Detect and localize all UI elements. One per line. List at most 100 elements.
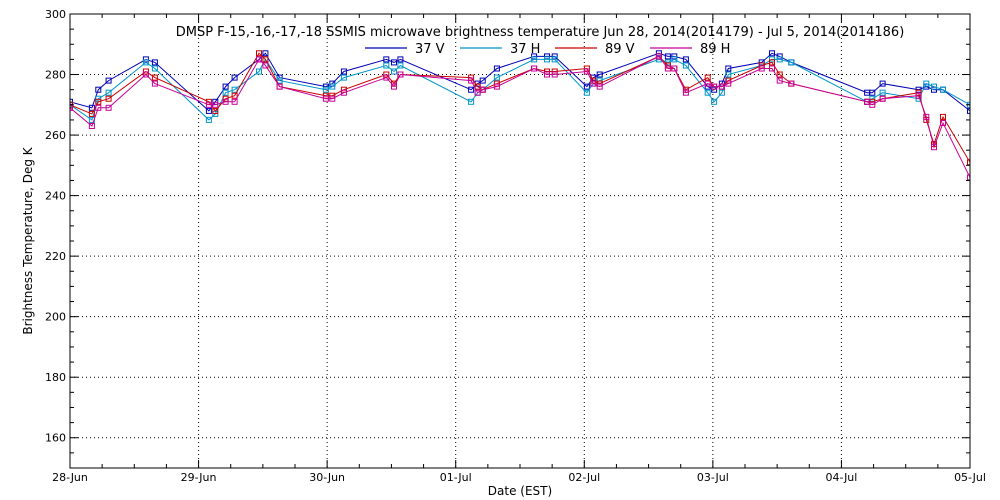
data-point-89-h: [664, 65, 671, 72]
data-point-37-h: [704, 89, 711, 96]
series-89-v: [70, 50, 970, 166]
grid-lines: [70, 13, 970, 468]
data-point-37-h: [329, 83, 336, 90]
data-point-37-h: [531, 56, 538, 63]
data-point-89-h: [551, 71, 558, 78]
series-line-37-h: [70, 58, 970, 121]
data-point-37-v: [468, 86, 475, 93]
data-point-89-h: [923, 113, 930, 120]
data-point-89-h: [397, 71, 404, 78]
data-point-37-h: [468, 98, 475, 105]
data-point-89-h: [931, 144, 937, 151]
data-point-89-h: [915, 92, 922, 99]
data-point-89-h: [391, 83, 397, 90]
x-tick-label: 29-Jun: [181, 471, 217, 484]
data-point-37-h: [276, 77, 283, 84]
data-point-37-v: [231, 74, 238, 81]
y-tick-label: 160: [45, 432, 66, 445]
data-point-89-h: [758, 65, 765, 72]
data-point-37-v: [397, 56, 404, 63]
legend-label-89-v: 89 V: [605, 42, 635, 57]
data-point-89-h: [212, 101, 219, 108]
data-point-89-h: [95, 104, 102, 111]
series-37-h: [70, 56, 970, 123]
y-tick-label: 260: [45, 129, 66, 142]
data-point-89-h: [940, 120, 946, 126]
data-point-37-h: [322, 86, 329, 93]
data-point-37-h: [544, 56, 550, 63]
data-point-37-h: [256, 68, 262, 75]
data-point-89-h: [479, 86, 486, 93]
data-point-89-h: [704, 80, 711, 87]
data-point-37-h: [142, 59, 149, 66]
data-point-89-v: [105, 95, 112, 102]
x-tick-label: 03-Jul: [697, 471, 729, 484]
data-point-37-v: [879, 80, 886, 87]
x-tick-label: 04-Jul: [825, 471, 857, 484]
series-line-89-h: [70, 55, 970, 178]
data-point-89-h: [769, 65, 775, 72]
data-point-89-h: [869, 101, 876, 108]
data-point-37-h: [869, 95, 876, 102]
data-point-89-h: [718, 83, 725, 90]
y-tick-label: 220: [45, 250, 66, 263]
data-point-89-h: [879, 95, 886, 102]
chart-title: DMSP F-15,-16,-17,-18 SSMIS microwave br…: [176, 25, 905, 40]
data-point-89-v: [262, 56, 269, 63]
data-point-37-v: [383, 56, 390, 63]
data-point-37-v: [479, 77, 486, 84]
data-point-89-v: [95, 98, 102, 105]
data-point-89-v: [776, 71, 783, 78]
data-point-89-h: [967, 174, 970, 181]
y-tick-label: 180: [45, 371, 66, 384]
data-point-37-v: [88, 104, 95, 111]
data-point-37-v: [596, 71, 603, 78]
series-line-37-v: [70, 52, 970, 112]
data-point-37-v: [655, 50, 662, 57]
data-point-89-h: [725, 80, 732, 87]
data-point-89-h: [70, 104, 73, 111]
data-point-89-h: [583, 68, 590, 75]
y-tick-label: 240: [45, 190, 66, 203]
data-point-37-h: [493, 74, 500, 81]
data-point-37-h: [231, 86, 238, 93]
x-tick-label: 05-Jul: [954, 471, 986, 484]
data-point-89-h: [231, 98, 238, 105]
data-point-89-v: [967, 159, 970, 166]
data-point-89-h: [671, 65, 678, 72]
data-point-37-h: [879, 89, 886, 96]
data-point-89-h: [655, 53, 662, 60]
data-point-37-v: [105, 77, 112, 84]
data-point-89-h: [682, 89, 689, 96]
legend-label-37-v: 37 V: [415, 42, 445, 57]
data-point-37-h: [711, 98, 718, 105]
data-point-37-h: [923, 80, 930, 87]
data-point-37-v: [205, 107, 212, 114]
data-point-37-v: [322, 83, 329, 90]
data-point-37-h: [682, 62, 689, 69]
x-tick-label: 28-Jun: [52, 471, 88, 484]
data-point-37-h: [95, 95, 102, 102]
data-point-89-v: [231, 92, 238, 99]
y-axis-label: Brightness Temperature, Deg K: [21, 146, 35, 334]
data-point-37-v: [758, 59, 765, 66]
data-point-37-h: [222, 89, 229, 96]
data-point-89-h: [493, 83, 500, 90]
data-point-37-v: [340, 68, 347, 75]
data-point-37-h: [391, 68, 397, 75]
y-tick-label: 200: [45, 311, 66, 324]
data-point-37-v: [493, 65, 500, 72]
data-point-37-v: [869, 89, 876, 96]
x-axis: 28-Jun 29-Jun 30-Jun 01-Jul 02-Jul 03-Jul 04-J…: [52, 14, 986, 484]
data-point-89-h: [142, 71, 149, 78]
legend-label-37-h: 37 H: [510, 42, 540, 57]
plot-frame: [69, 13, 971, 469]
data-point-89-h: [383, 74, 390, 81]
data-point-89-h: [205, 101, 212, 108]
series-37-v: [70, 50, 970, 114]
data-point-89-v: [474, 83, 481, 90]
data-point-37-v: [931, 86, 937, 93]
data-point-89-h: [329, 95, 336, 102]
x-tick-label: 01-Jul: [440, 471, 472, 484]
data-point-37-v: [725, 65, 732, 72]
